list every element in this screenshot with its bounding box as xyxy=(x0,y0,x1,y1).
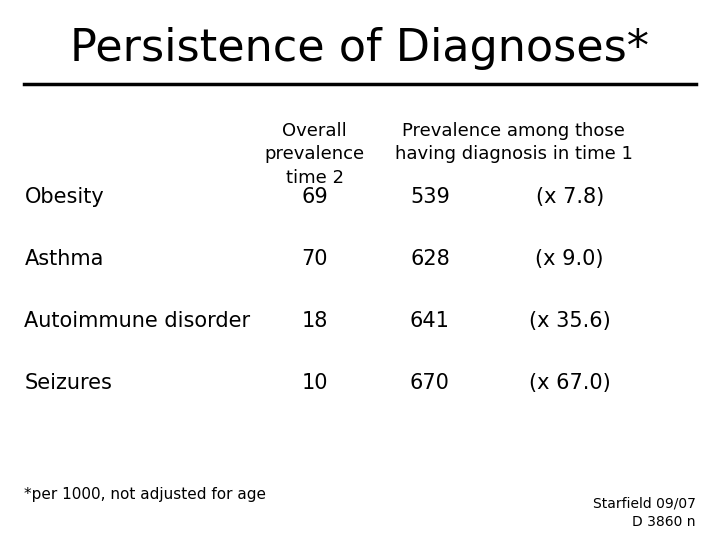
Text: (x 7.8): (x 7.8) xyxy=(536,187,604,207)
Text: (x 35.6): (x 35.6) xyxy=(528,311,611,332)
Text: 69: 69 xyxy=(301,187,328,207)
Text: 10: 10 xyxy=(301,373,328,394)
Text: Seizures: Seizures xyxy=(24,373,112,394)
Text: Obesity: Obesity xyxy=(24,187,104,207)
Text: Autoimmune disorder: Autoimmune disorder xyxy=(24,311,251,332)
Text: (x 67.0): (x 67.0) xyxy=(528,373,611,394)
Text: 670: 670 xyxy=(410,373,450,394)
Text: Starfield 09/07
D 3860 n: Starfield 09/07 D 3860 n xyxy=(593,497,696,529)
Text: *per 1000, not adjusted for age: *per 1000, not adjusted for age xyxy=(24,487,266,502)
Text: Persistence of Diagnoses*: Persistence of Diagnoses* xyxy=(71,27,649,70)
Text: 641: 641 xyxy=(410,311,450,332)
Text: Prevalence among those
having diagnosis in time 1: Prevalence among those having diagnosis … xyxy=(395,122,633,163)
Text: 539: 539 xyxy=(410,187,450,207)
Text: 70: 70 xyxy=(301,249,328,269)
Text: (x 9.0): (x 9.0) xyxy=(536,249,604,269)
Text: Overall
prevalence
time 2: Overall prevalence time 2 xyxy=(264,122,364,187)
Text: 18: 18 xyxy=(302,311,328,332)
Text: 628: 628 xyxy=(410,249,450,269)
Text: Asthma: Asthma xyxy=(24,249,104,269)
